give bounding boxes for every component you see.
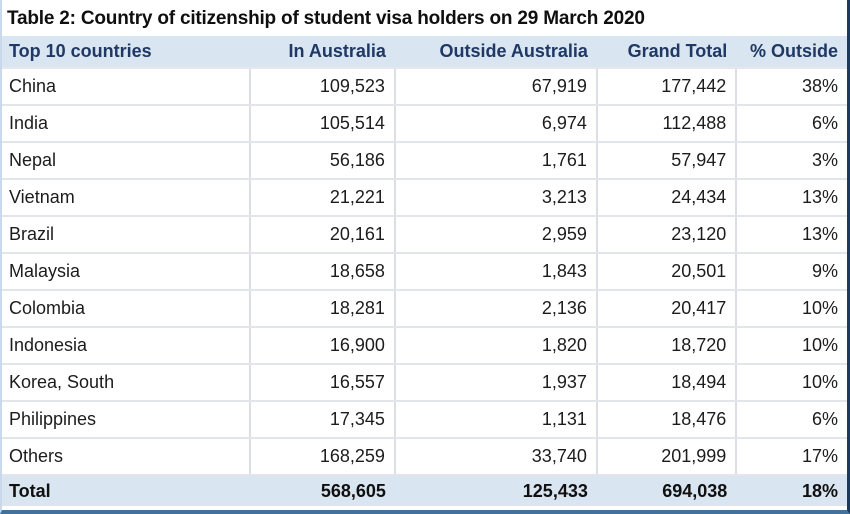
grand-total-cell: 57,947 bbox=[595, 142, 737, 180]
country-cell: Korea, South bbox=[2, 364, 251, 402]
country-cell: India bbox=[2, 105, 251, 143]
table-row: Others 168,259 33,740 201,999 17% bbox=[2, 438, 847, 476]
outside-australia-cell: 2,959 bbox=[393, 216, 597, 254]
grand-total-cell: 20,417 bbox=[595, 290, 737, 328]
total-label-cell: Total bbox=[2, 475, 251, 506]
table-row: Nepal 56,186 1,761 57,947 3% bbox=[2, 142, 847, 180]
in-australia-cell: 17,345 bbox=[249, 401, 395, 439]
pct-outside-cell: 9% bbox=[735, 253, 847, 291]
table-row: Vietnam 21,221 3,213 24,434 13% bbox=[2, 179, 847, 217]
grand-total-cell: 201,999 bbox=[595, 438, 737, 476]
outside-australia-cell: 1,131 bbox=[393, 401, 597, 439]
total-pct-outside-cell: 18% bbox=[736, 475, 847, 506]
country-cell: Colombia bbox=[2, 290, 251, 328]
pct-outside-cell: 13% bbox=[735, 216, 847, 254]
grand-total-cell: 112,488 bbox=[595, 105, 737, 143]
column-header-outside-australia: Outside Australia bbox=[394, 36, 597, 69]
outside-australia-cell: 6,974 bbox=[393, 105, 597, 143]
in-australia-cell: 18,281 bbox=[249, 290, 395, 328]
table-row: Indonesia 16,900 1,820 18,720 10% bbox=[2, 327, 847, 365]
column-header-top-10-countries: Top 10 countries bbox=[2, 36, 251, 69]
grand-total-cell: 18,494 bbox=[595, 364, 737, 402]
outside-australia-cell: 3,213 bbox=[393, 179, 597, 217]
outside-australia-cell: 1,843 bbox=[393, 253, 597, 291]
table-row: China 109,523 67,919 177,442 38% bbox=[2, 68, 847, 106]
table-row: Korea, South 16,557 1,937 18,494 10% bbox=[2, 364, 847, 402]
table-row: Colombia 18,281 2,136 20,417 10% bbox=[2, 290, 847, 328]
in-australia-cell: 105,514 bbox=[249, 105, 395, 143]
grand-total-cell: 18,720 bbox=[595, 327, 737, 365]
country-cell: Malaysia bbox=[2, 253, 251, 291]
total-in-australia-cell: 568,605 bbox=[250, 475, 395, 506]
in-australia-cell: 21,221 bbox=[249, 179, 395, 217]
in-australia-cell: 168,259 bbox=[249, 438, 395, 476]
country-cell: Vietnam bbox=[2, 179, 251, 217]
total-grand-total-cell: 694,038 bbox=[596, 475, 737, 506]
header-row: Top 10 countries In Australia Outside Au… bbox=[2, 36, 847, 69]
grand-total-cell: 24,434 bbox=[595, 179, 737, 217]
country-cell: Philippines bbox=[2, 401, 251, 439]
country-cell: Nepal bbox=[2, 142, 251, 180]
outside-australia-cell: 33,740 bbox=[393, 438, 597, 476]
country-cell: Brazil bbox=[2, 216, 251, 254]
pct-outside-cell: 10% bbox=[735, 327, 847, 365]
outside-australia-cell: 1,820 bbox=[393, 327, 597, 365]
table-row: India 105,514 6,974 112,488 6% bbox=[2, 105, 847, 143]
in-australia-cell: 16,557 bbox=[249, 364, 395, 402]
grand-total-cell: 23,120 bbox=[595, 216, 737, 254]
table-title: Table 2: Country of citizenship of stude… bbox=[7, 8, 645, 29]
outside-australia-cell: 67,919 bbox=[393, 68, 597, 106]
in-australia-cell: 16,900 bbox=[249, 327, 395, 365]
student-visa-table: Top 10 countries In Australia Outside Au… bbox=[2, 36, 847, 506]
pct-outside-cell: 10% bbox=[735, 364, 847, 402]
in-australia-cell: 56,186 bbox=[249, 142, 395, 180]
grand-total-cell: 177,442 bbox=[595, 68, 737, 106]
country-cell: China bbox=[2, 68, 251, 106]
total-outside-australia-cell: 125,433 bbox=[394, 475, 597, 506]
total-row: Total 568,605 125,433 694,038 18% bbox=[2, 475, 847, 506]
pct-outside-cell: 10% bbox=[735, 290, 847, 328]
pct-outside-cell: 3% bbox=[735, 142, 847, 180]
in-australia-cell: 109,523 bbox=[249, 68, 395, 106]
table-row: Philippines 17,345 1,131 18,476 6% bbox=[2, 401, 847, 439]
outside-australia-cell: 1,937 bbox=[393, 364, 597, 402]
column-header-grand-total: Grand Total bbox=[596, 36, 737, 69]
in-australia-cell: 20,161 bbox=[249, 216, 395, 254]
column-header-pct-outside: % Outside bbox=[736, 36, 847, 69]
pct-outside-cell: 6% bbox=[735, 401, 847, 439]
country-cell: Others bbox=[2, 438, 251, 476]
table-row: Malaysia 18,658 1,843 20,501 9% bbox=[2, 253, 847, 291]
outside-australia-cell: 2,136 bbox=[393, 290, 597, 328]
pct-outside-cell: 17% bbox=[735, 438, 847, 476]
outside-australia-cell: 1,761 bbox=[393, 142, 597, 180]
country-cell: Indonesia bbox=[2, 327, 251, 365]
grand-total-cell: 18,476 bbox=[595, 401, 737, 439]
column-header-in-australia: In Australia bbox=[250, 36, 395, 69]
pct-outside-cell: 38% bbox=[735, 68, 847, 106]
pct-outside-cell: 13% bbox=[735, 179, 847, 217]
table-row: Brazil 20,161 2,959 23,120 13% bbox=[2, 216, 847, 254]
pct-outside-cell: 6% bbox=[735, 105, 847, 143]
in-australia-cell: 18,658 bbox=[249, 253, 395, 291]
grand-total-cell: 20,501 bbox=[595, 253, 737, 291]
